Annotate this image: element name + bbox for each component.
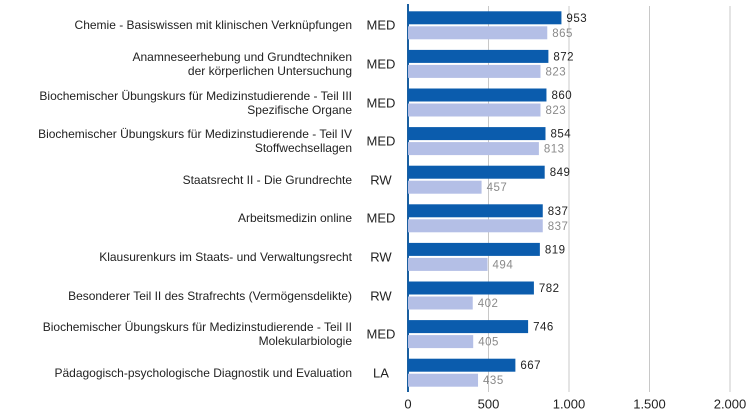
value-label: 854 [550, 129, 571, 141]
value-label: 667 [520, 360, 541, 372]
group-label: MED [366, 210, 396, 226]
value-label: 872 [553, 51, 574, 63]
value-label: 865 [552, 28, 573, 40]
value-label: 823 [546, 105, 567, 117]
value-label: 819 [545, 244, 566, 256]
value-label: 953 [566, 13, 587, 25]
group-label: MED [366, 56, 396, 72]
bar [408, 373, 479, 387]
value-label: 494 [493, 259, 514, 271]
x-tick-label: 500 [478, 396, 500, 411]
bar [408, 103, 541, 117]
bar [408, 127, 546, 141]
x-tick-label: 2.000 [714, 396, 747, 411]
bar [408, 257, 488, 271]
value-label: 849 [550, 167, 571, 179]
x-tick-label: 1.500 [633, 396, 666, 411]
value-label: 813 [544, 144, 565, 156]
bar [408, 11, 562, 25]
value-label: 457 [487, 182, 508, 194]
category-label: Anamneseerhebung und Grundtechniken der … [132, 49, 353, 78]
value-label: 860 [551, 90, 572, 102]
x-tick-label: 0 [404, 396, 411, 411]
value-label: 402 [478, 298, 499, 310]
bar [408, 219, 543, 233]
bar [408, 26, 548, 40]
bar [408, 242, 540, 256]
bar [408, 204, 543, 218]
bar [408, 49, 549, 63]
bar [408, 358, 516, 372]
bar [408, 296, 473, 310]
value-label: 823 [546, 66, 567, 78]
bar [408, 64, 541, 78]
category-label: Staatsrecht II - Die Grundrechte [182, 172, 352, 187]
bar [408, 142, 539, 156]
value-label: 837 [548, 206, 569, 218]
bar [408, 165, 545, 179]
group-label: RW [370, 172, 392, 188]
value-label: 837 [548, 221, 569, 233]
value-label: 782 [539, 283, 560, 295]
x-tick-label: 1.000 [553, 396, 586, 411]
group-label: MED [366, 133, 396, 149]
group-label: RW [370, 249, 392, 265]
category-label: Biochemischer Übungskurs für Medizinstud… [38, 127, 352, 156]
bar [408, 88, 547, 102]
group-label: RW [370, 288, 392, 303]
category-label: Biochemischer Übungskurs für Medizinstud… [39, 88, 352, 117]
group-label: MED [366, 17, 396, 33]
category-label: Biochemischer Übungskurs für Medizinstud… [42, 320, 352, 349]
group-label: LA [373, 365, 389, 381]
category-label: Klausurenkurs im Staats- und Verwaltungs… [99, 249, 352, 264]
category-label: Arbeitsmedizin online [237, 211, 352, 226]
bar [408, 320, 529, 334]
value-label: 435 [483, 375, 504, 387]
value-label: 405 [478, 337, 499, 349]
group-label: MED [366, 95, 396, 110]
bar [408, 335, 474, 349]
category-label: Besonderer Teil II des Strafrechts (Verm… [68, 288, 352, 303]
category-label: Pädagogisch-psychologische Diagnostik un… [54, 365, 352, 380]
category-label: Chemie - Basiswissen mit klinischen Verk… [74, 18, 352, 33]
group-label: MED [366, 326, 396, 342]
bar [408, 180, 482, 194]
bar [408, 281, 534, 295]
value-label: 746 [533, 322, 554, 334]
